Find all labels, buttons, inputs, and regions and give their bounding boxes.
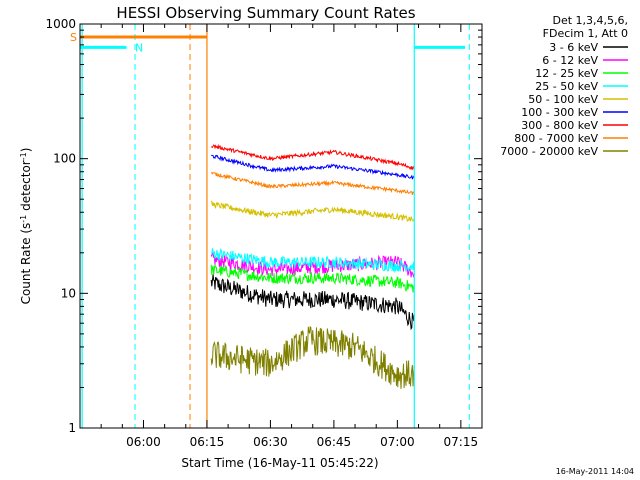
plot-frame [79, 23, 483, 429]
series-line [210, 325, 415, 389]
footer-timestamp: 16-May-2011 14:04 [556, 467, 634, 476]
flag-label: N [135, 41, 143, 54]
series-line [210, 143, 415, 171]
series-line [210, 252, 415, 278]
series-line [210, 274, 415, 331]
x-axis-label: Start Time (16-May-11 05:45:22) [181, 456, 378, 470]
legend-entry-label: 800 - 7000 keV [514, 132, 598, 145]
legend-entry-label: 7000 - 20000 keV [500, 145, 598, 158]
legend-entry-label: 100 - 300 keV [521, 106, 598, 119]
series-line [211, 154, 415, 180]
x-tick-label: 06:45 [317, 435, 352, 449]
legend-entry-label: 25 - 50 keV [535, 80, 598, 93]
y-axis: 1 10 100 1000 [45, 17, 482, 435]
y-axis-label-sup1: -1 [19, 215, 28, 223]
y-axis-label-part2: detector [19, 160, 33, 215]
y-axis-label-part3: ) [19, 148, 33, 153]
x-tick-label: 06:15 [190, 435, 225, 449]
y-axis-label-sup2: -1 [19, 152, 28, 160]
legend-entry-label: 3 - 6 keV [549, 41, 598, 54]
legend-entry-label: 50 - 100 keV [528, 93, 598, 106]
legend: Det 1,3,4,5,6, FDecim 1, Att 0 3 - 6 keV… [500, 14, 628, 158]
series-line [210, 264, 415, 293]
chart-title: HESSI Observing Summary Count Rates [116, 4, 415, 22]
series-line [210, 171, 415, 196]
y-tick-label: 100 [53, 152, 76, 166]
y-tick-label: 1000 [45, 17, 76, 31]
series-line [210, 248, 415, 274]
y-axis-label-part1: Count Rate (s [19, 223, 33, 305]
x-axis: 06:00 06:15 06:30 06:45 07:00 07:15 [100, 24, 483, 449]
legend-header-2: FDecim 1, Att 0 [543, 27, 628, 40]
series-line [210, 200, 415, 223]
legend-header-1: Det 1,3,4,5,6, [552, 14, 628, 27]
y-axis-label: Count Rate (s-1 detector-1) [19, 148, 34, 305]
legend-entry-label: 12 - 25 keV [535, 67, 598, 80]
plot-area: SN [70, 24, 470, 428]
flag-label: S [70, 31, 77, 44]
legend-entry-label: 300 - 800 keV [521, 119, 598, 132]
x-tick-label: 07:15 [444, 435, 479, 449]
x-tick-label: 06:30 [253, 435, 288, 449]
x-tick-label: 06:00 [126, 435, 161, 449]
y-tick-label: 1 [68, 421, 76, 435]
y-tick-label: 10 [61, 286, 76, 300]
x-tick-label: 07:00 [380, 435, 415, 449]
legend-entry-label: 6 - 12 keV [542, 54, 598, 67]
